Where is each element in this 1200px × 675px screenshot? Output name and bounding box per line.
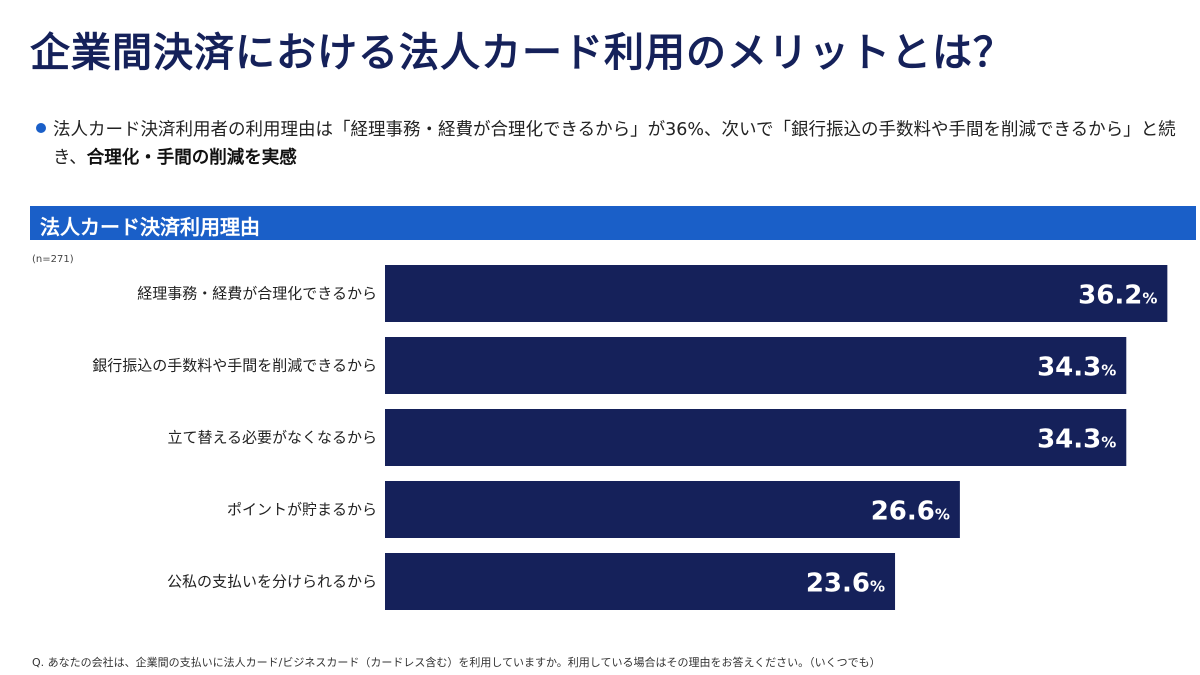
category-label-0: 経理事務・経費が合理化できるから: [137, 285, 377, 303]
summary-text: 法人カード決済利用者の利用理由は「経理事務・経費が合理化できるから」が36%、次…: [53, 116, 1186, 172]
page-title: 企業間決済における法人カード利用のメリットとは？: [30, 30, 1014, 76]
bar-1: [385, 337, 1127, 394]
bar-2: [385, 409, 1127, 466]
section-header: 法人カード決済利用理由: [30, 206, 1196, 240]
category-label-1: 銀行振込の手数料や手間を削減できるから: [92, 357, 377, 375]
value-label-3: 26.6%: [871, 497, 950, 527]
bar-0: [385, 265, 1168, 322]
value-label-1: 34.3%: [1037, 353, 1116, 383]
summary-bullet: 法人カード決済利用者の利用理由は「経理事務・経費が合理化できるから」が36%、次…: [36, 116, 1186, 172]
value-label-2: 34.3%: [1037, 425, 1116, 455]
category-label-2: 立て替える必要がなくなるから: [167, 429, 377, 447]
summary-text-bold: 合理化・手間の削減を実感: [86, 148, 297, 168]
bullet-dot-icon: [36, 123, 46, 133]
category-label-4: 公私の支払いを分けられるから: [167, 573, 377, 591]
section-title: 法人カード決済利用理由: [40, 215, 260, 239]
summary-text-normal: 法人カード決済利用者の利用理由は「経理事務・経費が合理化できるから」が36%、次…: [53, 120, 1176, 168]
survey-question-footnote: Q. あなたの会社は、企業間の支払いに法人カード/ビジネスカード（カードレス含む…: [32, 656, 881, 669]
sample-size-note: (n=271): [32, 254, 74, 265]
value-label-4: 23.6%: [806, 569, 885, 599]
bar-4: [385, 553, 896, 610]
category-label-3: ポイントが貯まるから: [227, 501, 377, 519]
bar-3: [385, 481, 960, 538]
value-label-0: 36.2%: [1078, 281, 1157, 311]
